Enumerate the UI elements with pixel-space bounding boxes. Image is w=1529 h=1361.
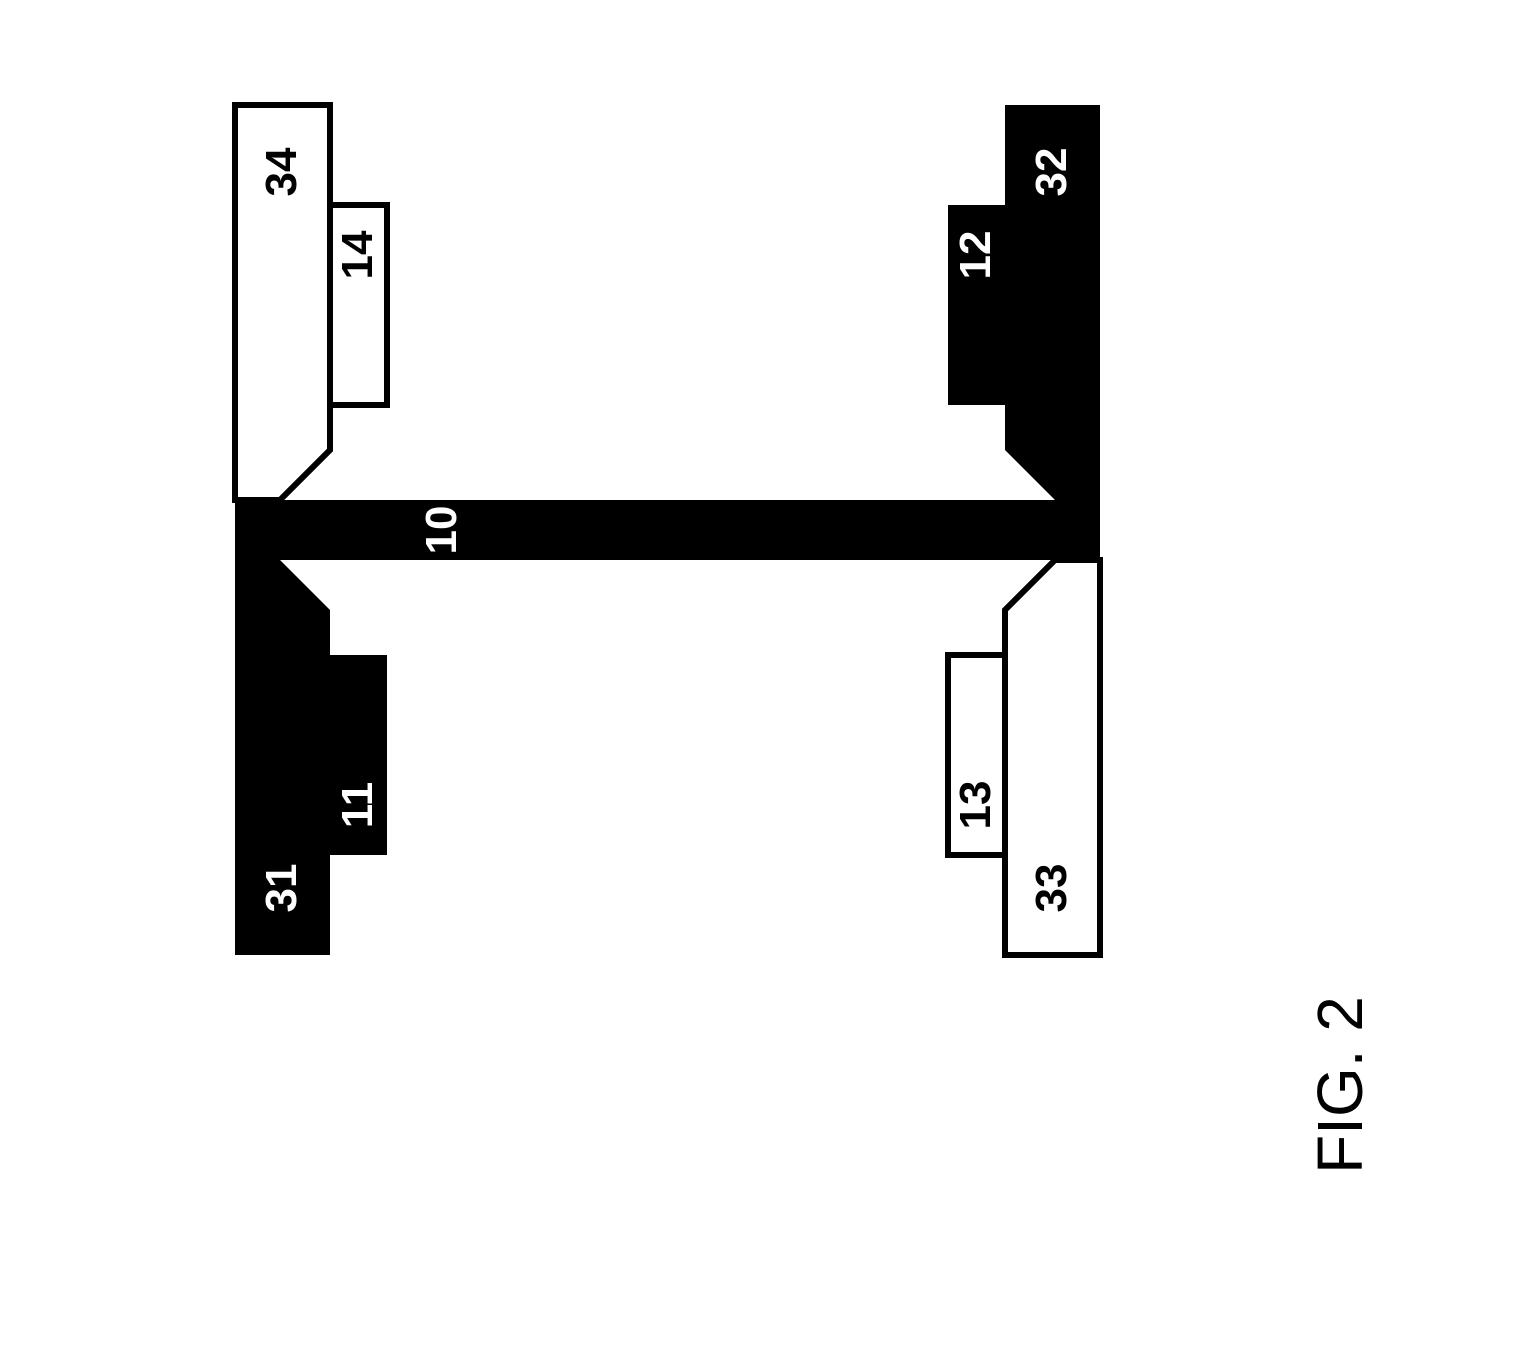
label-10: 10 [420, 480, 464, 580]
figure-caption: FIG. 2 [1303, 935, 1367, 1235]
label-13: 13 [954, 755, 998, 855]
label-32: 32 [1030, 122, 1074, 222]
diagram-canvas: 10 11 12 13 14 31 32 33 34 FIG. 2 [0, 0, 1529, 1361]
label-12: 12 [954, 205, 998, 305]
diagram-svg [0, 0, 1529, 1361]
label-14: 14 [336, 205, 380, 305]
label-34: 34 [260, 122, 304, 222]
label-11: 11 [336, 755, 380, 855]
label-31: 31 [260, 838, 304, 938]
label-33: 33 [1030, 838, 1074, 938]
